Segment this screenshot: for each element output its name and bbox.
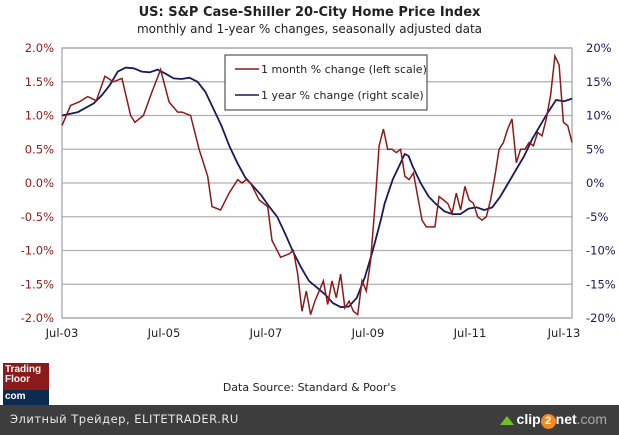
right-tick-label: -5% (586, 210, 608, 224)
right-tick-label: 10% (586, 109, 612, 123)
right-tick-label: 5% (586, 142, 604, 156)
x-tick-label: Jul-11 (453, 326, 487, 340)
right-tick-label: -20% (586, 311, 616, 325)
watermark-bar: Элитный Трейдер, ELITETRADER.RU clip 2 net… (0, 405, 619, 435)
right-tick-label: -10% (586, 244, 616, 258)
left-tick-label: 1.5% (25, 75, 54, 89)
x-tick-label: Jul-05 (147, 326, 181, 340)
series-1-year-line (61, 66, 573, 309)
left-tick-label: -1.0% (21, 244, 54, 258)
x-tick-label: Jul-09 (351, 326, 385, 340)
series-1-month-line (61, 53, 573, 316)
legend: 1 month % change (left scale) 1 year % c… (224, 54, 428, 111)
watermark-text: Элитный Трейдер, ELITETRADER.RU (10, 412, 239, 426)
brand-part-b: 2 (540, 414, 556, 429)
chart-subtitle: monthly and 1-year % changes, seasonally… (136, 22, 483, 36)
left-tick-label: -2.0% (21, 311, 54, 325)
chart-title: US: S&P Case-Shiller 20-City Home Price … (138, 5, 481, 20)
data-source: Data Source: Standard & Poor's (222, 381, 397, 394)
logo-line-1: Trading (5, 364, 42, 375)
logo-line-3: com (3, 390, 49, 405)
left-axis: 2.0% 1.5% 1.0% 0.5% 0.0% -0.5% -1.0% -1.5% -2.0% (21, 41, 54, 325)
right-tick-label: 15% (586, 75, 612, 89)
legend-box (224, 54, 428, 111)
chart: 2.0% 1.5% 1.0% 0.5% 0.0% -0.5% -1.0% -1.5% -2.0%… (21, 41, 616, 340)
left-tick-label: -0.5% (21, 210, 54, 224)
brand-part-a: clip (516, 411, 541, 427)
x-tick-label: Jul-07 (249, 326, 283, 340)
legend-label-year: 1 year % change (right scale) (261, 89, 424, 102)
left-tick-label: 2.0% (25, 41, 54, 55)
tradingfloor-logo: Trading Floor com (3, 363, 49, 405)
right-axis: 20% 15% 10% 5% 0% -5% -10% -15% -20% (586, 41, 616, 325)
brand-part-d: .com (576, 411, 607, 427)
left-tick-label: -1.5% (21, 277, 54, 291)
logo-line-2: Floor (5, 374, 30, 385)
right-tick-label: -15% (586, 277, 616, 291)
right-tick-label: 0% (586, 176, 604, 190)
x-axis: Jul-03 Jul-05 Jul-07 Jul-09 Jul-11 Jul-13 (45, 326, 581, 340)
clip2net-brand: clip 2 net.com (499, 410, 607, 430)
right-tick-label: 20% (586, 41, 612, 55)
left-tick-label: 0.5% (25, 142, 54, 156)
plot-frame (61, 47, 573, 319)
x-tick-label: Jul-03 (45, 326, 79, 340)
legend-label-month: 1 month % change (left scale) (261, 63, 427, 76)
upload-arrow-icon (499, 415, 514, 425)
brand-part-c: net (555, 411, 577, 427)
left-tick-label: 0.0% (25, 176, 54, 190)
x-tick-label: Jul-13 (547, 326, 581, 340)
left-tick-label: 1.0% (25, 109, 54, 123)
